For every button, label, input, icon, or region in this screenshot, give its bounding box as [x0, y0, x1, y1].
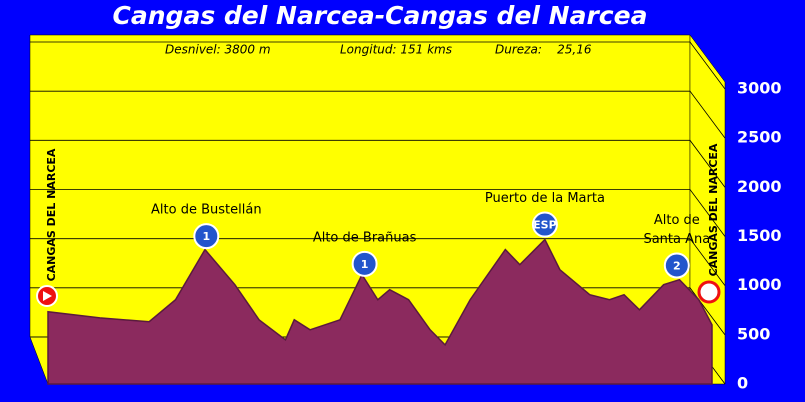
grid-line — [30, 41, 726, 90]
climb-name: Puerto de la Marta — [485, 191, 605, 206]
category-label: 2 — [673, 260, 681, 273]
grid-line — [30, 139, 726, 188]
grid-line — [30, 189, 726, 237]
category-icon — [531, 211, 558, 238]
y-tick-label: 2500 — [737, 128, 782, 147]
annotation: Longitud: 151 kms — [340, 43, 452, 57]
start-arrow — [43, 291, 52, 301]
grid-line — [30, 90, 726, 139]
climb-name: Santa Ana — [643, 232, 710, 247]
category-label: 1 — [361, 258, 369, 271]
climb-name: Alto de Brañuas — [313, 230, 417, 245]
climb-name: Alto de — [654, 213, 700, 228]
y-tick-label: 500 — [737, 324, 770, 343]
category-icon — [663, 252, 690, 279]
climb-name: Alto de Bustellán — [151, 203, 262, 218]
y-tick-label: 3000 — [737, 79, 782, 98]
category-icon — [193, 223, 220, 250]
category-label: ESP — [533, 219, 557, 232]
y-tick-label: 2000 — [737, 177, 782, 196]
profile-area — [47, 238, 713, 385]
grid-line — [30, 238, 726, 286]
annotation: Desnivel: 3800 m — [165, 43, 271, 57]
category-icon — [351, 250, 378, 277]
finish-label: CANGAS DEL NARCEA — [707, 143, 720, 276]
y-tick-label: 0 — [737, 374, 748, 393]
annotation: Dureza: 25,16 — [495, 43, 592, 57]
category-label: 1 — [202, 230, 210, 243]
chart-title: Cangas del Narcea-Cangas del Narcea — [113, 1, 648, 30]
start-label: CANGAS DEL NARCEA — [45, 148, 58, 281]
grid-line — [30, 287, 726, 336]
y-tick-label: 1500 — [737, 226, 782, 245]
finish-icon — [697, 280, 721, 304]
y-tick-label: 1000 — [737, 275, 782, 294]
